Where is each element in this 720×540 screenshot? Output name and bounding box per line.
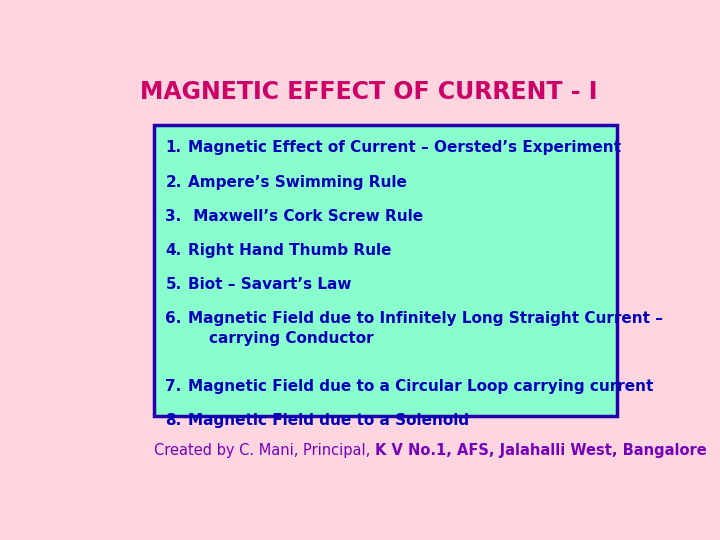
Text: Ampere’s Swimming Rule: Ampere’s Swimming Rule: [188, 174, 407, 190]
Text: Magnetic Field due to a Solenoid: Magnetic Field due to a Solenoid: [188, 413, 469, 428]
Text: MAGNETIC EFFECT OF CURRENT - I: MAGNETIC EFFECT OF CURRENT - I: [140, 80, 598, 104]
Text: Biot – Savart’s Law: Biot – Savart’s Law: [188, 277, 351, 292]
Text: K V No.1, AFS, Jalahalli West, Bangalore: K V No.1, AFS, Jalahalli West, Bangalore: [375, 443, 707, 458]
Text: 2.: 2.: [166, 174, 181, 190]
Text: 6.: 6.: [166, 311, 181, 326]
Text: Magnetic Field due to a Circular Loop carrying current: Magnetic Field due to a Circular Loop ca…: [188, 379, 653, 394]
Text: 8.: 8.: [166, 413, 181, 428]
Text: 3.: 3.: [166, 208, 181, 224]
Text: 4.: 4.: [166, 243, 181, 258]
Text: Right Hand Thumb Rule: Right Hand Thumb Rule: [188, 243, 391, 258]
Text: 7.: 7.: [166, 379, 181, 394]
Text: 5.: 5.: [166, 277, 181, 292]
Text: Created by C. Mani, Principal,: Created by C. Mani, Principal,: [154, 443, 375, 458]
FancyBboxPatch shape: [154, 125, 617, 416]
Text: 1.: 1.: [166, 140, 181, 156]
Text: Maxwell’s Cork Screw Rule: Maxwell’s Cork Screw Rule: [188, 208, 423, 224]
Text: Magnetic Effect of Current – Oersted’s Experiment: Magnetic Effect of Current – Oersted’s E…: [188, 140, 621, 156]
Text: Magnetic Field due to Infinitely Long Straight Current –
    carrying Conductor: Magnetic Field due to Infinitely Long St…: [188, 311, 662, 346]
